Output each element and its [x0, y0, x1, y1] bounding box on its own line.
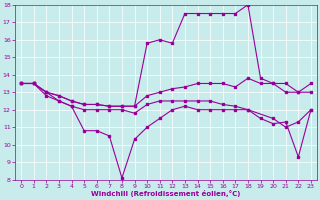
X-axis label: Windchill (Refroidissement éolien,°C): Windchill (Refroidissement éolien,°C): [91, 190, 241, 197]
